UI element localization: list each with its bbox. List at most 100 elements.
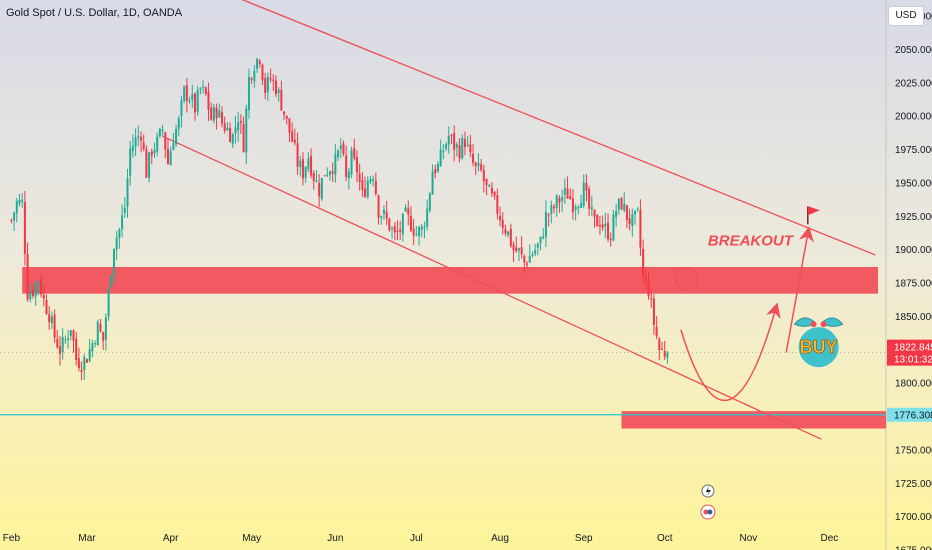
y-tick-label: 1800.000	[895, 379, 932, 390]
candle	[331, 171, 334, 174]
candle	[636, 208, 639, 210]
candle	[139, 136, 142, 141]
candle	[534, 250, 537, 254]
candle	[496, 195, 499, 214]
candle	[450, 134, 453, 136]
candle	[315, 180, 318, 182]
candle	[188, 100, 191, 102]
currency-button[interactable]: USD	[888, 6, 924, 26]
candle	[612, 214, 615, 241]
buy-badge-icon	[798, 327, 839, 368]
candle	[628, 218, 631, 224]
candle	[177, 118, 180, 129]
candle	[242, 123, 245, 152]
candle	[245, 108, 248, 153]
candle	[585, 183, 588, 191]
candle	[264, 78, 267, 93]
candle	[512, 244, 515, 251]
candle	[615, 211, 618, 217]
candle	[555, 195, 558, 208]
candle	[399, 229, 402, 232]
candle	[218, 110, 221, 118]
candle	[436, 163, 439, 172]
candle	[318, 182, 321, 197]
candle	[285, 115, 288, 119]
candle	[420, 226, 423, 230]
candle	[196, 90, 199, 112]
candle	[150, 151, 153, 156]
candle	[501, 220, 504, 228]
breakout-label: BREAKOUT	[708, 233, 795, 250]
y-tick-label: 1700.000	[895, 512, 932, 523]
candle	[536, 243, 539, 248]
candle	[112, 248, 115, 277]
candle	[366, 180, 369, 198]
x-tick-label: Jul	[410, 533, 423, 544]
candle	[550, 205, 553, 214]
x-tick-label: Jun	[327, 533, 343, 544]
candle	[353, 147, 356, 159]
x-tick-label: Sep	[575, 533, 593, 544]
candle	[509, 228, 512, 246]
candle	[40, 279, 43, 295]
candle	[418, 227, 421, 236]
candle	[631, 214, 634, 226]
badge-eye-icon	[820, 321, 827, 328]
target-zone	[621, 411, 887, 429]
y-tick-label: 1950.000	[895, 178, 932, 189]
candle	[29, 292, 32, 300]
candle	[445, 144, 448, 149]
candle	[580, 203, 583, 208]
candle	[391, 228, 394, 230]
candle	[601, 224, 604, 228]
candle	[220, 112, 223, 124]
candle	[328, 171, 331, 175]
candle	[283, 111, 286, 115]
candle	[75, 338, 78, 360]
candle	[77, 358, 80, 369]
candle	[69, 330, 72, 336]
candle	[250, 78, 253, 80]
candle	[523, 255, 526, 263]
candle	[623, 203, 626, 211]
candle	[396, 230, 399, 232]
candle	[156, 136, 159, 152]
candle	[566, 188, 569, 199]
candle	[407, 208, 410, 215]
candle	[126, 178, 129, 207]
candle	[58, 346, 62, 355]
candle	[129, 148, 132, 176]
candle	[455, 144, 458, 148]
candle	[104, 317, 107, 340]
candle	[145, 149, 148, 178]
candle	[401, 213, 404, 235]
candle	[166, 149, 169, 164]
candle	[53, 314, 56, 338]
candle	[561, 196, 564, 201]
candle	[326, 174, 329, 176]
candle	[361, 180, 364, 190]
breakout-circle	[674, 267, 698, 291]
symbol-title[interactable]: Gold Spot / U.S. Dollar, 1D, OANDA	[6, 7, 183, 19]
candle	[320, 177, 323, 200]
candle	[83, 356, 86, 371]
level-price-value: 1776.308	[894, 410, 932, 421]
candle	[609, 238, 612, 241]
level-price-tag	[887, 407, 932, 422]
candle	[515, 247, 518, 252]
candle	[102, 331, 105, 341]
candle	[596, 215, 599, 227]
candle	[323, 175, 326, 177]
candle	[650, 298, 653, 300]
candle	[469, 144, 472, 153]
candle	[453, 133, 456, 150]
candle	[21, 199, 24, 202]
candle	[107, 288, 110, 317]
time-axis[interactable]: Feb Mar Apr May Jun Jul Aug Sep Oct Nov Dec	[3, 533, 839, 544]
candle	[577, 206, 580, 209]
candle	[658, 339, 661, 351]
candle	[526, 263, 529, 265]
candle	[388, 218, 391, 231]
flag-icon	[807, 206, 820, 216]
